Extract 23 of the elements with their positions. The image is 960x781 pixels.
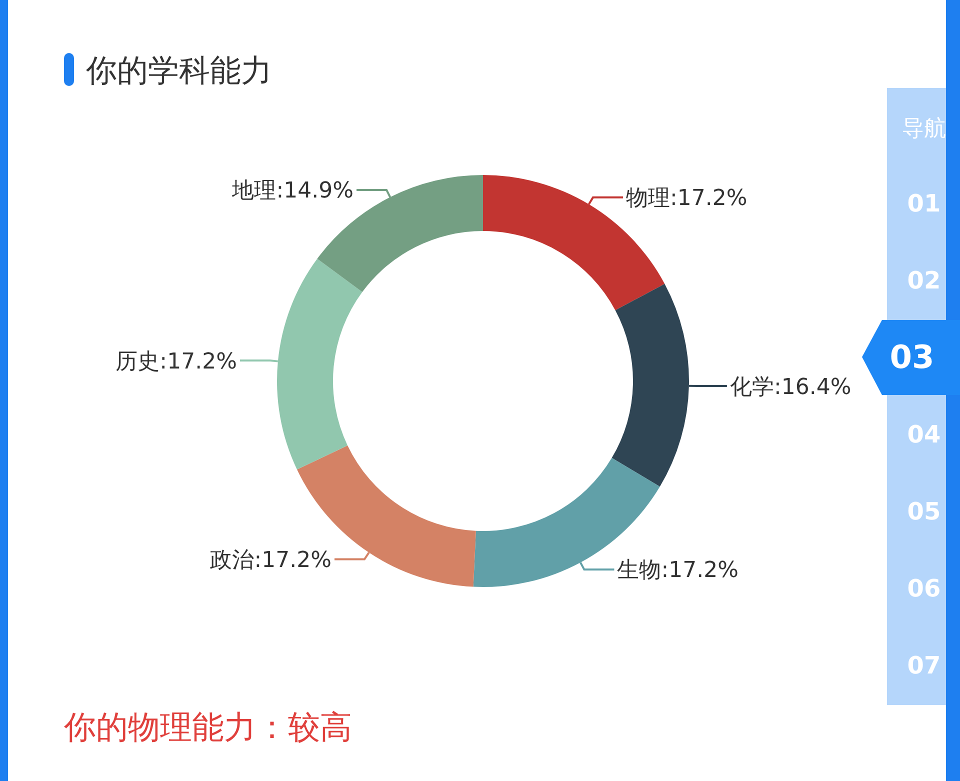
slice-label: 政治 <box>210 548 254 573</box>
text: 你的物理能力：较高 <box>63 708 352 746</box>
data-label: :17.2% <box>661 558 739 584</box>
text: 04 <box>907 420 941 448</box>
text: 导航 <box>902 116 946 142</box>
slice-label: 化学 <box>730 374 774 400</box>
text: 06 <box>907 574 941 602</box>
text: 01 <box>907 189 941 218</box>
text: 02 <box>907 266 941 294</box>
data-label: :17.2% <box>160 349 237 374</box>
text: 07 <box>907 651 941 680</box>
slice-label: 物理 <box>626 186 670 212</box>
data-label: :14.9% <box>276 178 354 204</box>
slice-label: 地理 <box>231 178 276 204</box>
data-label: :17.2% <box>670 186 748 212</box>
data-label: :17.2% <box>254 548 332 573</box>
data-label: :16.4% <box>774 374 852 400</box>
chart-title: 你的学科能力 <box>85 53 272 89</box>
slice-label: 生物 <box>617 558 662 584</box>
text: 03 <box>890 338 934 376</box>
slice-label: 历史 <box>116 349 160 374</box>
text: 05 <box>907 497 941 526</box>
donut-slice <box>473 458 660 587</box>
